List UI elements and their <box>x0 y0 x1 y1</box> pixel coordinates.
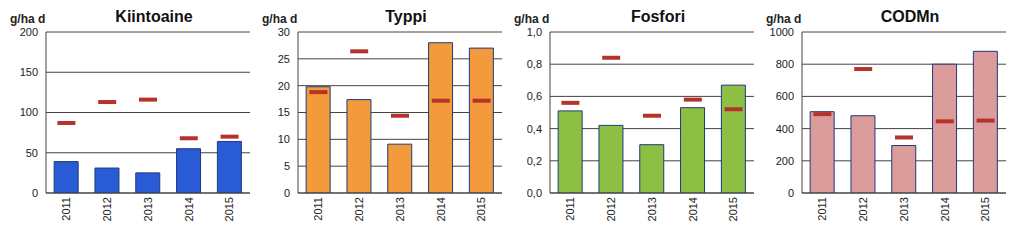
svg-text:2014: 2014 <box>435 197 447 221</box>
svg-text:0,0: 0,0 <box>527 187 542 199</box>
svg-text:1000: 1000 <box>770 26 794 38</box>
svg-text:0: 0 <box>284 187 290 199</box>
svg-text:2013: 2013 <box>898 197 910 221</box>
html-text:g/ha d: g/ha d <box>766 12 802 26</box>
svg-text:0: 0 <box>788 187 794 199</box>
html-text:Typpi: Typpi <box>385 8 427 25</box>
svg-text:600: 600 <box>776 90 794 102</box>
html-text:g/ha d: g/ha d <box>10 12 46 26</box>
svg-text:2012: 2012 <box>605 197 617 221</box>
svg-text:2012: 2012 <box>857 197 869 221</box>
html-text:g/ha d: g/ha d <box>262 12 298 26</box>
svg-text:400: 400 <box>776 123 794 135</box>
svg-text:0,2: 0,2 <box>527 155 542 167</box>
svg-text:2013: 2013 <box>394 197 406 221</box>
svg-text:2015: 2015 <box>223 197 235 221</box>
svg-text:2015: 2015 <box>727 197 739 221</box>
svg-text:2015: 2015 <box>979 197 991 221</box>
svg-text:10: 10 <box>278 133 290 145</box>
svg-text:30: 30 <box>278 26 290 38</box>
html-text:Fosfori: Fosfori <box>630 8 686 25</box>
svg-text:2011: 2011 <box>564 197 576 221</box>
svg-text:0: 0 <box>32 187 38 199</box>
svg-text:200: 200 <box>20 26 38 38</box>
svg-text:0,4: 0,4 <box>527 123 542 135</box>
svg-text:2011: 2011 <box>312 197 324 221</box>
svg-text:2013: 2013 <box>646 197 658 221</box>
html-text:g/ha d: g/ha d <box>514 12 550 26</box>
svg-text:2014: 2014 <box>183 197 195 221</box>
svg-text:2014: 2014 <box>687 197 699 221</box>
svg-text:20: 20 <box>278 80 290 92</box>
svg-text:50: 50 <box>26 147 38 159</box>
svg-text:2015: 2015 <box>475 197 487 221</box>
svg-text:2011: 2011 <box>816 197 828 221</box>
svg-text:2013: 2013 <box>142 197 154 221</box>
svg-text:25: 25 <box>278 53 290 65</box>
svg-text:2012: 2012 <box>101 197 113 221</box>
html-text:Kiintoaine: Kiintoaine <box>115 8 193 25</box>
svg-text:1,0: 1,0 <box>527 26 542 38</box>
html-text:CODMn: CODMn <box>880 8 940 25</box>
svg-text:200: 200 <box>776 155 794 167</box>
svg-text:2011: 2011 <box>60 197 72 221</box>
svg-text:0,6: 0,6 <box>527 90 542 102</box>
svg-text:800: 800 <box>776 58 794 70</box>
svg-text:5: 5 <box>284 160 290 172</box>
svg-text:100: 100 <box>20 106 38 118</box>
svg-text:150: 150 <box>20 66 38 78</box>
svg-text:0,8: 0,8 <box>527 58 542 70</box>
svg-text:2012: 2012 <box>353 197 365 221</box>
svg-text:15: 15 <box>278 106 290 118</box>
svg-text:2014: 2014 <box>939 197 951 221</box>
